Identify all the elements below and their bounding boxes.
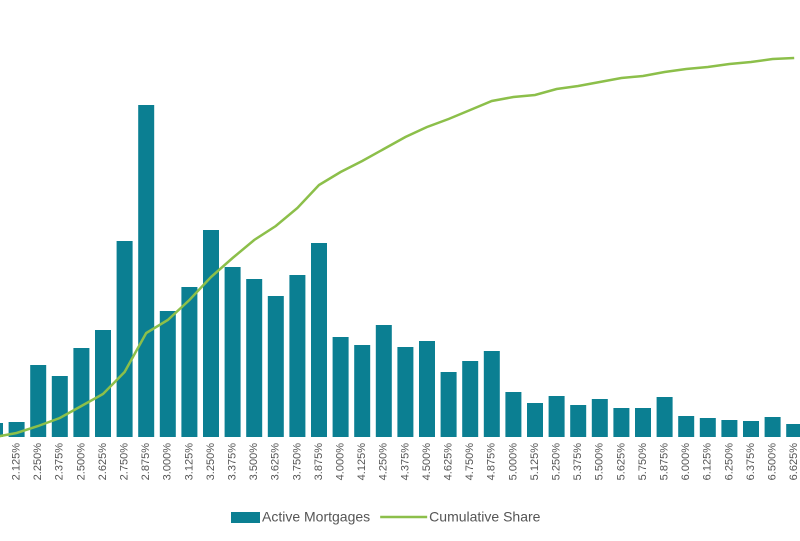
x-tick-label: 6.250%	[723, 443, 735, 481]
x-tick-label: 6.500%	[767, 443, 779, 481]
x-tick-label: 3.500%	[248, 443, 260, 481]
bar	[0, 423, 3, 437]
x-tick-label: 4.000%	[335, 443, 347, 481]
x-tick-label: 3.000%	[162, 443, 174, 481]
bar	[289, 275, 306, 437]
x-tick-label: 3.625%	[270, 443, 282, 481]
bar	[764, 417, 781, 437]
bar	[267, 296, 284, 437]
x-tick-label: 6.375%	[745, 443, 757, 481]
x-tick-label: 2.375%	[54, 443, 66, 481]
x-tick-label: 5.375%	[572, 443, 584, 481]
bar	[613, 408, 630, 437]
legend-label: Active Mortgages	[262, 509, 370, 525]
bar	[678, 416, 695, 437]
bar	[656, 397, 673, 437]
bar	[30, 365, 47, 437]
x-tick-label: 6.625%	[788, 443, 800, 481]
x-tick-label: 4.500%	[421, 443, 433, 481]
line	[0, 56, 795, 438]
bar	[635, 408, 651, 437]
bar	[721, 420, 738, 437]
x-tick-label: 5.625%	[615, 443, 627, 481]
bar	[440, 372, 457, 437]
x-tick-label: 3.375%	[227, 443, 239, 481]
legend-label: Cumulative Share	[429, 509, 540, 525]
bar	[505, 392, 522, 437]
bar	[116, 241, 133, 437]
bar	[462, 361, 479, 437]
bar	[570, 405, 587, 437]
bar	[311, 243, 327, 437]
bar	[743, 421, 759, 437]
bar	[548, 396, 565, 437]
bar	[51, 376, 68, 437]
bar	[159, 311, 176, 437]
x-tick-label: 3.750%	[291, 443, 303, 481]
bar	[786, 424, 800, 437]
x-tick-label: 6.125%	[702, 443, 714, 481]
x-tick-label: 4.375%	[399, 443, 411, 481]
x-tick-label: 3.875%	[313, 443, 325, 481]
bar	[419, 341, 435, 437]
bar	[73, 348, 90, 437]
bar	[138, 105, 155, 437]
x-tick-label: 5.500%	[594, 443, 606, 481]
x-tick-label: 5.125%	[529, 443, 541, 481]
x-tick-label: 6.000%	[680, 443, 692, 481]
x-tick-label: 2.750%	[119, 443, 131, 481]
x-tick-label: 2.625%	[97, 443, 109, 481]
x-tick-label: 4.875%	[486, 443, 498, 481]
x-tick-label: 3.125%	[183, 443, 195, 481]
x-tick-label: 2.875%	[140, 443, 152, 481]
x-tick-label: 4.250%	[378, 443, 390, 481]
bar	[397, 347, 414, 437]
x-tick-label: 5.250%	[551, 443, 563, 481]
bar	[95, 330, 111, 437]
bar	[354, 345, 371, 437]
x-tick-label: 5.875%	[659, 443, 671, 481]
bar	[527, 403, 543, 437]
bar	[591, 399, 608, 437]
x-tick-label: 3.250%	[205, 443, 217, 481]
legend-swatch	[231, 512, 260, 523]
x-tick-label: 2.250%	[32, 443, 44, 481]
x-tick-label: 2.000%	[0, 443, 1, 481]
bar	[203, 230, 219, 437]
bar	[699, 418, 716, 437]
bar	[483, 351, 500, 437]
x-tick-label: 4.125%	[356, 443, 368, 481]
bar	[332, 337, 349, 437]
x-tick-label: 2.500%	[75, 443, 87, 481]
x-tick-label: 2.125%	[11, 443, 23, 481]
bar	[246, 279, 263, 437]
x-tick-label: 4.625%	[443, 443, 455, 481]
x-tick-label: 5.750%	[637, 443, 649, 481]
x-tick-label: 5.000%	[507, 443, 519, 481]
bar	[181, 287, 198, 437]
bar	[224, 267, 241, 437]
x-tick-label: 4.750%	[464, 443, 476, 481]
bar	[375, 325, 392, 437]
